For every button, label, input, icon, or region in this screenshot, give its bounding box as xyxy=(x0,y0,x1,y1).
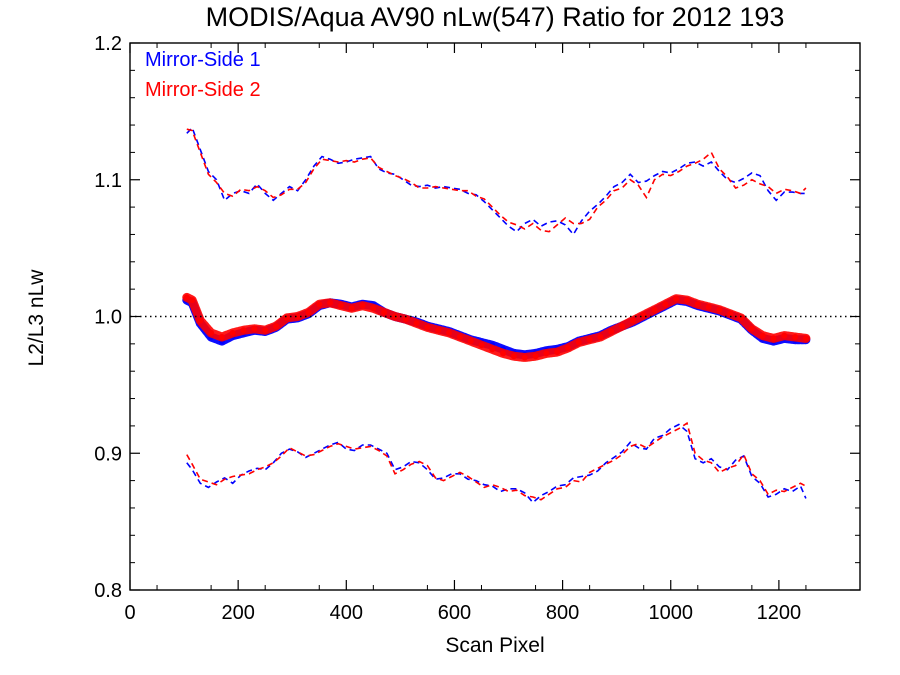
mean-point-ms2 xyxy=(759,332,766,339)
lower-envelope-ms1 xyxy=(186,423,807,504)
upper-envelope-ms2 xyxy=(186,128,807,233)
mean-point-ms2 xyxy=(402,316,409,323)
x-tick-label: 1000 xyxy=(648,602,693,624)
mean-point-ms2 xyxy=(283,314,290,321)
y-axis-label: L2/L3 nLw xyxy=(25,269,48,367)
mean-point-ms2 xyxy=(240,327,247,334)
mean-point-ms2 xyxy=(673,295,680,302)
mean-point-ms2 xyxy=(802,335,809,342)
mean-point-ms2 xyxy=(651,306,658,313)
mean-point-ms2 xyxy=(521,354,528,361)
legend-mirror-side-1: Mirror-Side 1 xyxy=(145,49,261,71)
mean-point-ms2 xyxy=(781,332,788,339)
mean-point-ms2 xyxy=(348,305,355,312)
chart-title: MODIS/Aqua AV90 nLw(547) Ratio for 2012 … xyxy=(206,2,785,32)
mean-band-ms2 xyxy=(182,292,811,362)
mean-point-ms2 xyxy=(381,309,388,316)
y-tick-label: 0.9 xyxy=(94,443,122,465)
mean-point-ms2 xyxy=(694,301,701,308)
x-tick-label: 1200 xyxy=(757,602,802,624)
mean-point-ms2 xyxy=(554,349,561,356)
mean-point-ms2 xyxy=(478,342,485,349)
mean-point-ms2 xyxy=(359,302,366,309)
mean-point-ms2 xyxy=(446,329,452,336)
y-tick-label: 0.8 xyxy=(94,580,122,602)
x-tick-label: 0 xyxy=(124,602,135,624)
mean-point-ms2 xyxy=(792,334,799,340)
mean-point-ms2 xyxy=(218,334,225,340)
mean-point-ms2 xyxy=(467,338,474,345)
mean-point-ms2 xyxy=(424,324,431,331)
mean-point-ms2 xyxy=(413,320,420,327)
mean-point-ms2 xyxy=(273,323,279,330)
mean-point-ms2 xyxy=(629,317,636,324)
mean-point-ms2 xyxy=(489,346,496,353)
x-tick-label: 600 xyxy=(438,602,471,624)
tick-labels: 0 200 400 600 800 1000 1200 0.8 0.9 1.0 1.1 1.2 xyxy=(94,33,801,624)
mean-point-ms2 xyxy=(586,336,593,343)
mean-point-ms2 xyxy=(738,314,744,321)
mean-point-ms2 xyxy=(251,325,258,332)
mean-point-ms2 xyxy=(500,350,507,357)
mean-point-ms2 xyxy=(435,327,442,334)
mean-point-ms2 xyxy=(597,334,604,340)
mean-point-ms2 xyxy=(770,335,777,342)
mean-point-ms2 xyxy=(262,327,269,334)
y-tick-label: 1.0 xyxy=(94,307,122,329)
mean-point-ms2 xyxy=(532,353,539,360)
mean-point-ms2 xyxy=(565,345,571,351)
x-tick-label: 200 xyxy=(221,602,254,624)
mean-point-ms2 xyxy=(727,310,734,317)
mean-point-ms2 xyxy=(183,294,190,301)
mean-point-ms2 xyxy=(684,297,690,304)
mean-point-ms2 xyxy=(608,328,615,335)
legend: Mirror-Side 1 Mirror-Side 2 xyxy=(145,49,261,101)
mean-point-ms2 xyxy=(510,353,517,360)
mean-point-ms2 xyxy=(305,309,312,316)
mean-point-ms2 xyxy=(543,350,550,357)
mean-point-ms2 xyxy=(575,339,582,346)
legend-mirror-side-2: Mirror-Side 2 xyxy=(145,79,261,101)
mean-point-ms2 xyxy=(294,313,301,320)
mean-point-ms2 xyxy=(327,299,334,306)
data-band xyxy=(182,292,811,362)
mean-point-ms2 xyxy=(456,334,463,340)
mean-point-ms2 xyxy=(189,297,196,304)
mean-point-ms2 xyxy=(337,302,344,309)
x-tick-label: 400 xyxy=(330,602,363,624)
lower-envelope-ms2 xyxy=(186,421,807,501)
x-tick-label: 800 xyxy=(546,602,579,624)
y-tick-label: 1.1 xyxy=(94,170,122,192)
mean-point-ms2 xyxy=(662,301,669,308)
mean-point-ms2 xyxy=(619,323,626,330)
mean-point-ms2 xyxy=(316,301,323,308)
mean-point-ms2 xyxy=(370,305,377,312)
data-lines xyxy=(186,126,807,504)
mean-point-ms2 xyxy=(716,306,723,313)
axis-ticks xyxy=(129,42,860,591)
mean-point-ms2 xyxy=(197,317,204,324)
x-axis-label: Scan Pixel xyxy=(445,634,544,657)
mean-point-ms2 xyxy=(229,329,236,336)
mean-point-ms2 xyxy=(748,325,755,332)
mean-point-ms2 xyxy=(208,329,215,336)
mean-point-ms2 xyxy=(705,303,712,310)
y-tick-label: 1.2 xyxy=(94,33,122,55)
upper-envelope-ms1 xyxy=(186,126,806,236)
